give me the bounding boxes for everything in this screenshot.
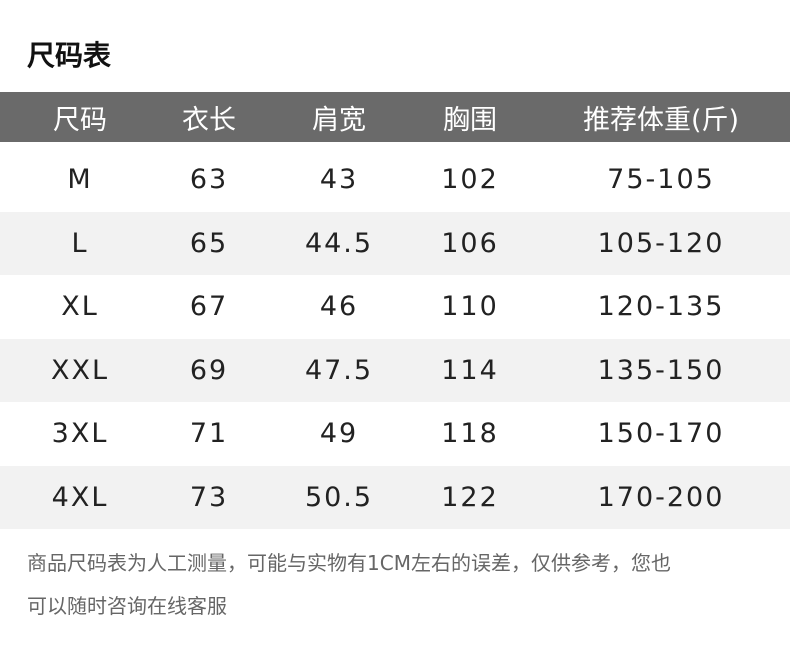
table-row: 4XL 73 50.5 122 170-200 [0,466,790,529]
table-cell: XL [61,291,99,322]
header-weight: 推荐体重(斤) [582,104,740,136]
table-cell: 150-170 [597,418,725,449]
header-shoulder: 肩宽 [312,104,366,136]
table-cell: 170-200 [597,482,725,513]
table-cell: 44.5 [304,228,374,259]
table-cell: 3XL [51,418,109,449]
table-cell: 102 [441,164,499,195]
table-row: XXL 69 47.5 114 135-150 [0,339,790,402]
table-cell: 67 [189,291,229,322]
table-cell: 110 [441,291,499,322]
table-row: M 63 43 102 75-105 [0,148,790,211]
table-row: 3XL 71 49 118 150-170 [0,402,790,465]
table-cell: 118 [441,418,499,449]
table-cell: L [71,228,89,259]
header-size: 尺码 [53,104,107,136]
note-line-2: 可以随时咨询在线客服 [27,594,227,618]
table-cell: 122 [441,482,499,513]
table-cell: 105-120 [597,228,725,259]
table-cell: 120-135 [597,291,725,322]
table-cell: 49 [319,418,359,449]
table-cell: 4XL [51,482,109,513]
table-cell: XXL [50,355,110,386]
table-cell: 114 [441,355,499,386]
table-cell: 106 [441,228,499,259]
table-cell: 46 [319,291,359,322]
table-cell: 65 [189,228,229,259]
table-cell: M [67,164,93,195]
table-cell: 50.5 [304,482,374,513]
table-header: 尺码 衣长 肩宽 胸围 推荐体重(斤) [0,92,790,142]
table-row: XL 67 46 110 120-135 [0,275,790,338]
table-cell: 75-105 [607,164,715,195]
table-cell: 135-150 [597,355,725,386]
table-cell: 43 [319,164,359,195]
note-line-1: 商品尺码表为人工测量，可能与实物有1CM左右的误差，仅供参考，您也 [27,551,671,575]
table-cell: 71 [189,418,229,449]
table-cell: 69 [189,355,229,386]
header-chest: 胸围 [443,104,497,136]
table-cell: 73 [189,482,229,513]
header-length: 衣长 [182,104,236,136]
table-cell: 47.5 [304,355,374,386]
table-cell: 63 [189,164,229,195]
page-title: 尺码表 [27,39,112,72]
table-row: L 65 44.5 106 105-120 [0,212,790,275]
